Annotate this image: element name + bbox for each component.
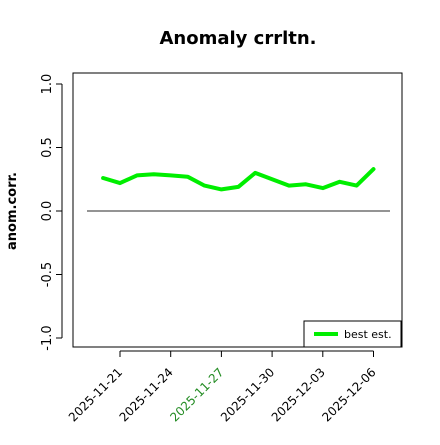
y-tick-label: 1.0 bbox=[40, 74, 55, 95]
chart-title: Anomaly crrltn. bbox=[159, 28, 316, 49]
y-tick-label: 0.0 bbox=[40, 201, 55, 222]
y-tick-label: -1.0 bbox=[40, 325, 55, 350]
legend: best est. bbox=[304, 321, 401, 347]
y-axis-label: anom.corr. bbox=[5, 172, 20, 250]
y-tick-label: 0.5 bbox=[40, 137, 55, 158]
legend-label-best-est: best est. bbox=[344, 328, 392, 341]
series-line-best-est bbox=[103, 169, 373, 189]
x-tick-label: 2025-12-06 bbox=[319, 365, 378, 424]
plot-frame bbox=[73, 73, 402, 347]
y-tick-label: -0.5 bbox=[40, 262, 55, 287]
